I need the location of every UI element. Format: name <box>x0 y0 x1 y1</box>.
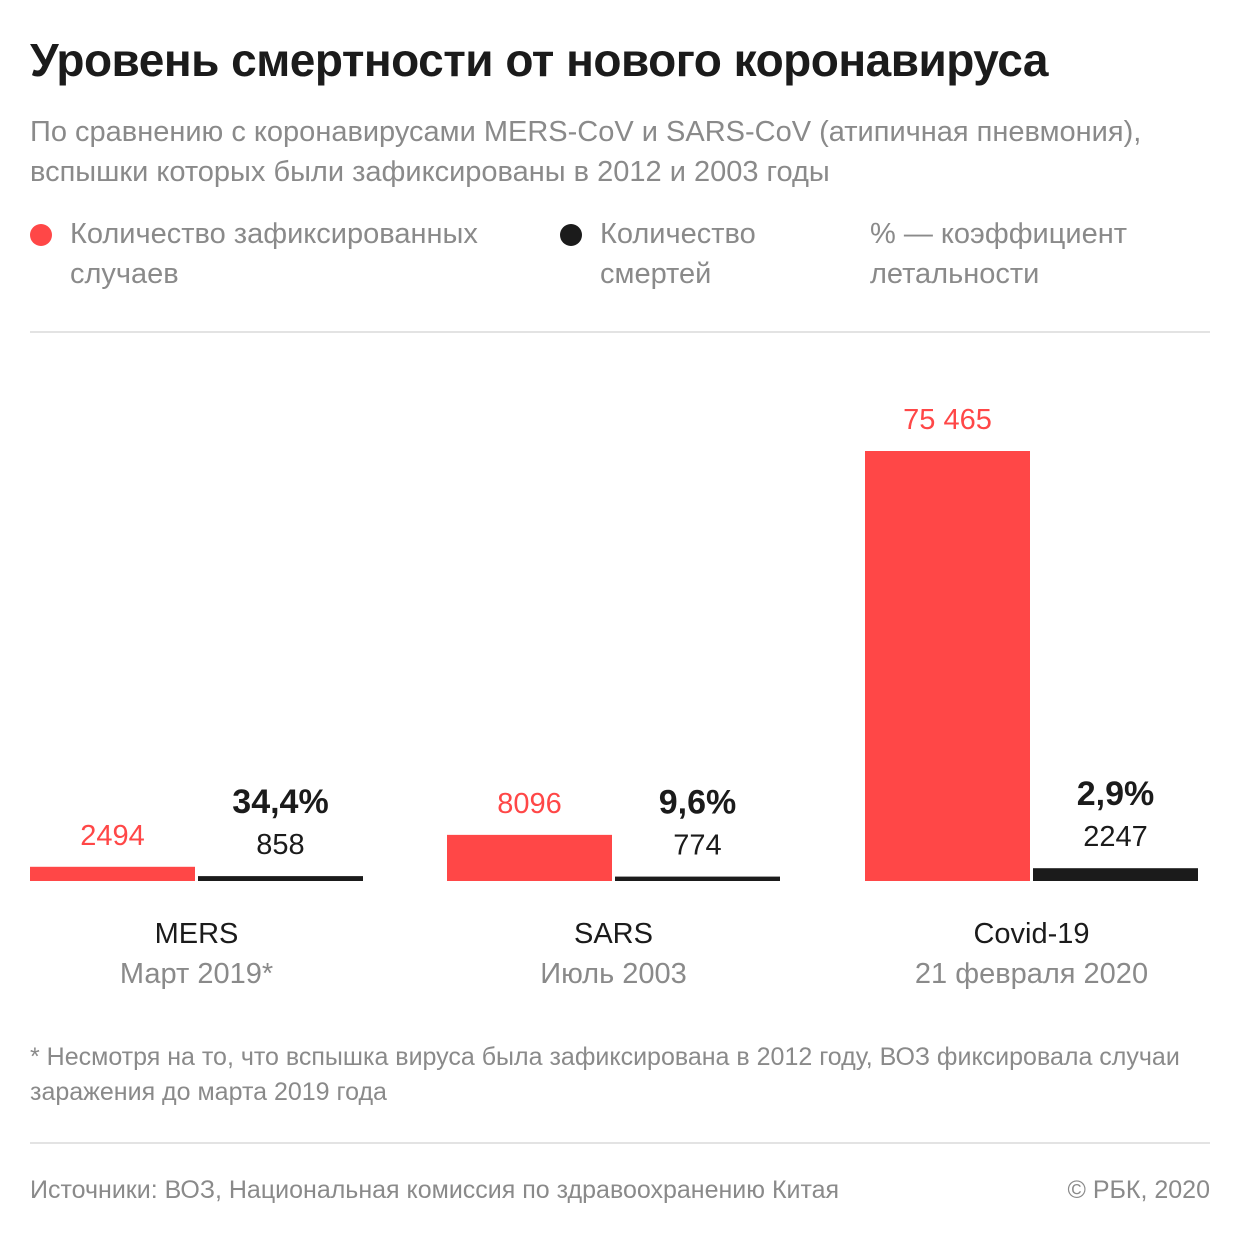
copyright: © РБК, 2020 <box>1067 1176 1210 1204</box>
legend-cases-dot <box>30 224 52 246</box>
data-label-deaths: 774 <box>673 830 721 862</box>
data-label-cases: 8096 <box>497 788 562 820</box>
bar-cases <box>447 834 612 881</box>
legend-cases-label: Количество зафиксированных случаев <box>70 218 478 290</box>
legend-deaths-label: Количество смертей <box>600 218 756 290</box>
bar-deaths <box>198 876 363 881</box>
data-label-cases: 75 465 <box>903 404 992 436</box>
footnote: * Несмотря на то, что вспышка вируса был… <box>30 1043 1180 1106</box>
data-label-deaths: 858 <box>256 829 304 861</box>
data-label-cases: 2494 <box>80 820 145 852</box>
category-label: SARS <box>574 918 653 950</box>
data-label-rate: 34,4% <box>232 783 328 821</box>
category-date: Март 2019* <box>120 958 273 990</box>
data-label-rate: 9,6% <box>659 784 737 822</box>
category-date: Июль 2003 <box>540 958 687 990</box>
chart-subtitle: По сравнению с коронавирусами MERS-CoV и… <box>30 116 1142 188</box>
bar-deaths <box>615 876 780 881</box>
bar-cases <box>865 451 1030 881</box>
legend-deaths-dot <box>560 224 582 246</box>
legend-rate-label: % — коэффициент летальности <box>870 218 1127 290</box>
data-label-rate: 2,9% <box>1077 775 1155 813</box>
top-divider <box>30 331 1210 333</box>
source-note: Источники: ВОЗ, Национальная комиссия по… <box>30 1176 840 1204</box>
bar-deaths <box>1033 868 1198 881</box>
bar-cases <box>30 866 195 881</box>
data-label-deaths: 2247 <box>1083 821 1148 853</box>
category-date: 21 февраля 2020 <box>915 958 1148 990</box>
category-label: MERS <box>155 918 239 950</box>
bottom-divider <box>30 1142 1210 1144</box>
bar-chart: 2494 858 34,4% MERS Март 2019* 8096 774 9,6% SAR… <box>30 404 1198 990</box>
category-label: Covid-19 <box>973 918 1089 950</box>
chart-title: Уровень смертности от нового коронавирус… <box>30 34 1048 86</box>
